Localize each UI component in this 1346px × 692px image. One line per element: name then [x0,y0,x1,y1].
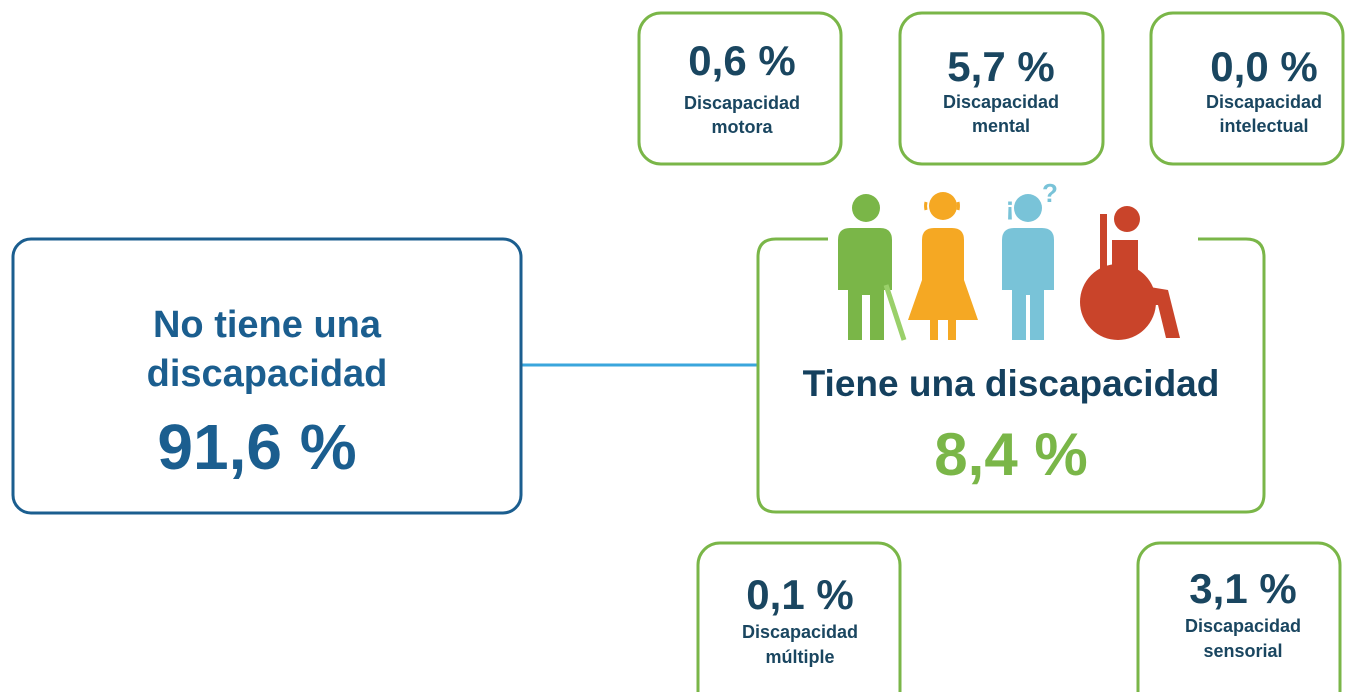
type-label: motora [711,117,773,137]
type-mental: 5,7 % Discapacidad mental [898,11,1105,166]
icon-glyph: ? [1042,178,1058,208]
icons: ¡ ? [838,178,1180,341]
no-disability-label: discapacidad [147,353,388,395]
type-label: Discapacidad [1206,92,1322,112]
type-multiple: 0,1 % Discapacidad múltiple [696,541,902,692]
no-disability-value: 91,6 % [157,411,356,483]
type-intelectual: 0,0 % Discapacidad intelectual [1149,11,1345,166]
type-motora: 0,6 % Discapacidad motora [637,11,843,166]
disability-label: Tiene una discapacidad [803,363,1220,404]
disability-value: 8,4 % [934,421,1087,488]
no-disability-label: No tiene una [153,304,382,346]
no-disability-box [11,237,523,515]
type-value: 0,0 % [1210,43,1317,90]
icon-glyph: ¡ [1006,191,1015,221]
type-label: sensorial [1203,641,1282,661]
type-label: Discapacidad [943,92,1059,112]
type-label: intelectual [1219,116,1308,136]
type-label: Discapacidad [684,93,800,113]
type-sensorial: 3,1 % Discapacidad sensorial [1136,541,1342,692]
type-label: múltiple [765,647,834,667]
type-label: Discapacidad [1185,616,1301,636]
type-value: 5,7 % [947,43,1054,90]
type-label: mental [972,116,1030,136]
type-value: 3,1 % [1189,565,1296,612]
type-value: 0,6 % [688,37,795,84]
type-label: Discapacidad [742,622,858,642]
disability-box [756,237,1266,514]
type-value: 0,1 % [746,571,853,618]
